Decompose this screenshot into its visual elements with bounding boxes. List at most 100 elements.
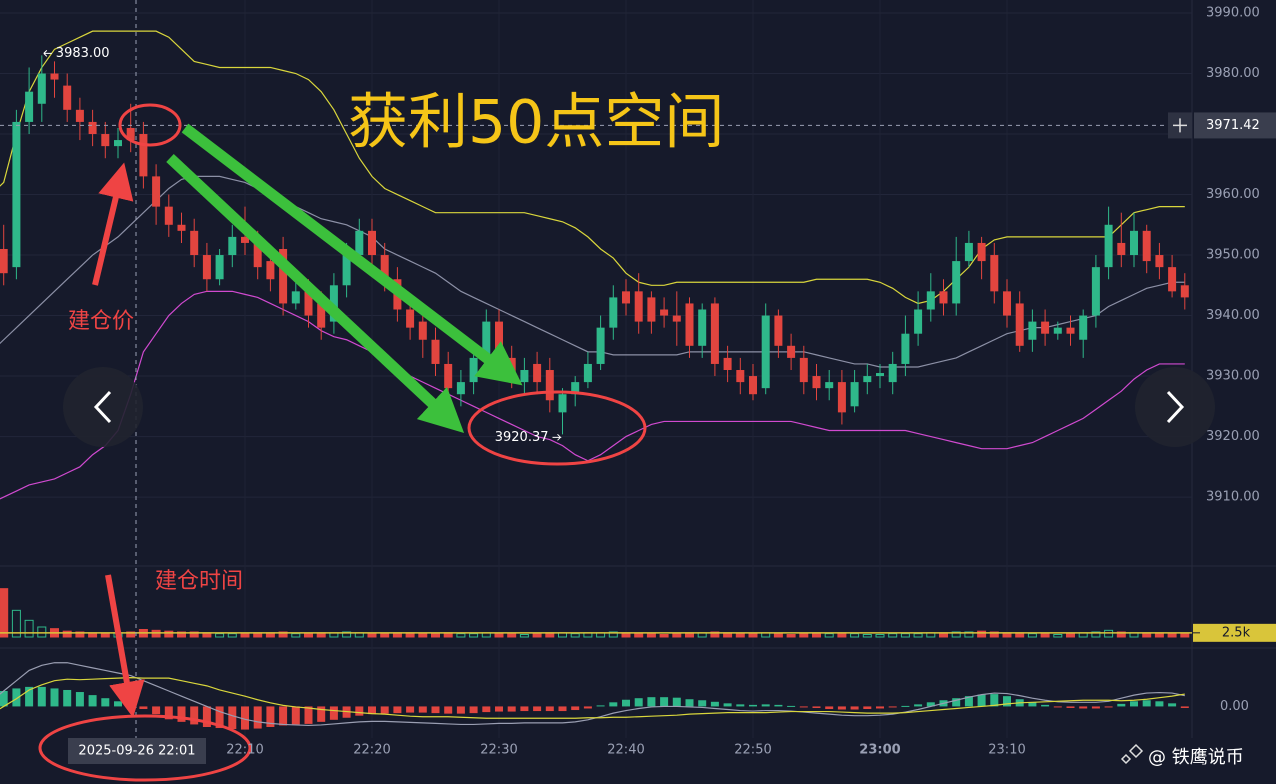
candle-body	[291, 291, 300, 304]
y-tick-label: 3950.00	[1206, 248, 1260, 263]
macd-bar	[101, 698, 110, 707]
macd-bar	[1066, 706, 1075, 708]
macd-bar	[88, 695, 97, 707]
x-tick-label: 23:10	[988, 743, 1025, 758]
crosshair-price-box	[1194, 112, 1276, 139]
candle-body	[901, 333, 910, 364]
candle-body	[863, 376, 872, 383]
macd-bar	[444, 706, 453, 714]
macd-bar	[164, 706, 173, 720]
macd-bar	[622, 699, 630, 707]
volume-bar	[875, 634, 885, 638]
macd-dif	[0, 662, 1185, 727]
candle-body	[647, 297, 656, 322]
macd-bar	[456, 706, 465, 714]
volume-bar	[126, 631, 136, 638]
macd-bar	[253, 706, 262, 729]
crosshair-plus	[1173, 118, 1187, 133]
macd-bar	[1130, 701, 1138, 707]
candle-body	[736, 370, 745, 383]
volume-bar	[164, 630, 174, 638]
candle-body	[456, 382, 465, 395]
macd-bar	[837, 706, 846, 710]
next-icon	[1166, 390, 1185, 424]
candle-body	[469, 357, 478, 383]
volume-bar	[75, 631, 85, 638]
volume-bar	[824, 633, 834, 638]
macd-bar	[736, 704, 745, 707]
y-tick-label: 3930.00	[1206, 369, 1260, 384]
volume-bar	[227, 633, 237, 638]
volume-bar	[1066, 633, 1075, 638]
y-tick-label: 3940.00	[1206, 308, 1260, 323]
candle-body	[12, 121, 21, 268]
watermark: @ 铁鹰说币	[1148, 747, 1244, 768]
crosshair-price-label: 3971.42	[1206, 118, 1260, 133]
watermark-icon	[1120, 743, 1144, 765]
candle-body	[304, 291, 313, 316]
volume-bar	[672, 633, 682, 638]
volume-bar	[608, 631, 618, 638]
candle-body	[253, 242, 262, 268]
macd-bar	[990, 694, 999, 707]
candle-body	[520, 370, 529, 383]
volume-bar	[240, 633, 250, 638]
volume-bar	[799, 633, 809, 638]
candle-body	[685, 303, 694, 346]
entry-circle	[118, 103, 182, 147]
volume-bar	[431, 633, 440, 638]
macd-bar	[1168, 703, 1177, 707]
candle-body	[1104, 224, 1113, 268]
volume-bar	[850, 633, 860, 638]
time-circle	[38, 714, 252, 782]
candle-body	[190, 230, 199, 256]
candle-body	[850, 382, 859, 407]
volume-ma-label: 2.5k	[1222, 625, 1251, 640]
volume-bar	[380, 633, 390, 638]
macd-bar	[126, 704, 135, 707]
macd-bar	[1079, 706, 1088, 709]
macd-bar	[774, 704, 783, 707]
next-button[interactable]	[1135, 367, 1215, 447]
candle-body	[571, 382, 580, 395]
x-tick-label: 22:40	[607, 743, 644, 758]
candle-body	[202, 255, 211, 280]
macd-bar	[152, 706, 161, 715]
macd-bar	[952, 698, 961, 707]
entry-time-annotation: 建仓时间	[155, 569, 243, 594]
candle-body	[63, 85, 72, 110]
candle-body	[964, 242, 973, 262]
candle-body	[774, 315, 783, 346]
macd-bar	[279, 706, 288, 726]
macd-bar	[761, 704, 770, 707]
macd-dea	[0, 677, 1185, 719]
prev-button[interactable]	[63, 367, 143, 447]
band-line	[0, 30, 1185, 305]
candle-body	[266, 261, 275, 280]
macd-bar	[545, 706, 554, 712]
candle-body	[114, 140, 122, 147]
candle-body	[0, 248, 8, 274]
volume-bar	[1040, 633, 1050, 638]
candle-body	[1117, 242, 1126, 256]
macd-bar	[1091, 706, 1100, 709]
crosshair-time-box	[68, 738, 206, 764]
macd-bar	[0, 691, 8, 707]
volume-bar	[11, 609, 21, 638]
volume-bar	[748, 633, 758, 638]
macd-tick-label: 0.00	[1220, 699, 1249, 714]
volume-bar	[418, 633, 428, 638]
macd-bar	[266, 706, 275, 727]
macd-bar	[609, 702, 618, 707]
candle-body	[761, 315, 770, 389]
macd-bar	[850, 706, 859, 710]
macd-bar	[698, 700, 707, 707]
profit-annotation: 获利50点空间	[348, 88, 724, 158]
macd-bar	[291, 706, 300, 725]
macd-bar	[1117, 703, 1126, 707]
candle-body	[329, 285, 338, 322]
macd-bar	[647, 697, 656, 707]
candle-body	[1053, 327, 1062, 334]
